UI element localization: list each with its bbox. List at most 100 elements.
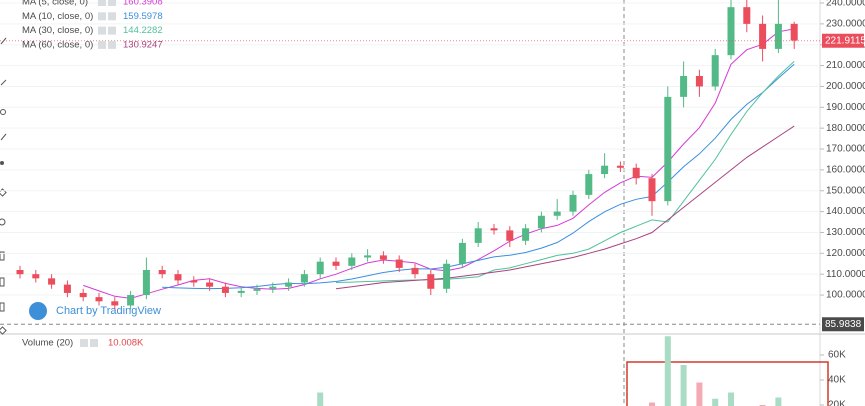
candle-body — [474, 228, 482, 243]
volume-bar — [775, 397, 782, 406]
candle-body — [300, 274, 308, 283]
legend-icon — [108, 12, 116, 21]
candle-body — [111, 301, 119, 306]
legend-icon — [98, 26, 106, 35]
y-tick-label: 230.0000 — [826, 19, 865, 30]
legend-name: MA (10, close, 0) — [22, 11, 93, 22]
tool-icon[interactable] — [0, 133, 7, 141]
candle-body — [774, 23, 782, 49]
y-tick-label: 140.0000 — [826, 206, 865, 217]
y-tick-label: 130.0000 — [826, 227, 865, 238]
candle-body — [427, 274, 435, 289]
y-tick-label: 100.0000 — [826, 290, 865, 301]
tool-icon[interactable] — [0, 79, 7, 86]
candle-body — [537, 215, 545, 229]
candle-body — [253, 288, 261, 291]
ma-line — [335, 125, 795, 290]
legend-value: 159.5978 — [123, 11, 163, 22]
y-tick-label: 240.0000 — [826, 0, 865, 9]
candle-body — [727, 7, 735, 56]
legend-icon — [80, 339, 88, 347]
legend-value: 130.9247 — [123, 39, 163, 50]
tool-icon[interactable] — [0, 161, 4, 165]
highlight-box — [626, 361, 829, 406]
candle-body — [506, 230, 514, 241]
watermark: Chart by TradingView — [29, 302, 161, 320]
volume-bar — [728, 392, 734, 406]
volume-bar — [649, 402, 655, 406]
y-tick-label: 20K — [828, 400, 846, 406]
y-tick-label: 40K — [828, 375, 846, 386]
legend-name: MA (60, close, 0) — [22, 39, 93, 50]
candle-body — [616, 165, 624, 168]
y-tick-label: 110.0000 — [826, 269, 865, 280]
crosshair-box — [822, 317, 864, 332]
y-tick-label: 150.0000 — [826, 185, 865, 196]
crosshair-label: 85.9838 — [825, 319, 862, 330]
candle-body — [127, 295, 135, 306]
volume-bar — [664, 336, 671, 406]
candle-body — [48, 278, 56, 285]
watermark-text: Chart by TradingView — [56, 305, 161, 317]
candle-body — [237, 290, 245, 293]
y-tick-label: 170.0000 — [826, 144, 865, 155]
candle-body — [553, 211, 561, 216]
candle-body — [569, 194, 577, 212]
ma-line — [83, 28, 795, 299]
candle-body — [221, 286, 229, 293]
tool-icon[interactable] — [0, 302, 5, 312]
candle-body — [364, 255, 372, 258]
candle-body — [490, 228, 498, 231]
tool-icon[interactable] — [0, 218, 6, 226]
legend-icon — [90, 339, 98, 347]
volume-bar — [680, 365, 687, 406]
candle-body — [522, 228, 530, 241]
candle-body — [348, 257, 356, 266]
y-tick-label: 60K — [828, 350, 846, 361]
y-tick-label: 210.0000 — [826, 60, 865, 71]
candle-body — [695, 76, 703, 87]
candles — [16, 0, 798, 310]
candle-body — [601, 165, 609, 175]
tool-icon[interactable] — [0, 277, 5, 287]
candle-body — [63, 284, 71, 293]
candle-body — [190, 280, 198, 283]
candle-body — [379, 255, 387, 260]
candle-body — [174, 274, 182, 281]
y-tick-label: 120.0000 — [826, 248, 865, 259]
tool-icon[interactable] — [0, 326, 7, 335]
candle-body — [285, 282, 293, 287]
volume-bar — [696, 382, 703, 406]
candle-body — [206, 282, 214, 287]
candle-body — [458, 242, 466, 264]
last-price-label: 221.9115 — [825, 35, 865, 46]
y-tick-label: 190.0000 — [826, 102, 865, 113]
candle-body — [648, 178, 656, 202]
legend-icon — [98, 0, 106, 6]
y-tick-label: 200.0000 — [826, 81, 865, 92]
candle-body — [790, 23, 798, 41]
last-price-box — [822, 33, 864, 48]
legend-icon — [98, 12, 106, 21]
volume-bar — [317, 392, 324, 406]
candle-body — [680, 76, 688, 97]
candle-body — [632, 167, 640, 179]
candle-body — [79, 292, 87, 298]
candle-body — [16, 270, 24, 275]
tool-icon[interactable] — [0, 109, 6, 115]
tool-icon[interactable] — [0, 251, 5, 261]
legend-icon — [98, 40, 106, 49]
candle-body — [711, 55, 719, 87]
candle-body — [395, 259, 403, 268]
volume-legend-value: 10.008K — [108, 338, 144, 349]
candle-body — [411, 267, 419, 275]
candle-body — [664, 96, 672, 202]
candle-body — [316, 261, 324, 275]
candle-body — [332, 261, 340, 266]
legend-icon — [108, 40, 116, 49]
candle-body — [269, 286, 277, 289]
candle-body — [95, 297, 103, 302]
